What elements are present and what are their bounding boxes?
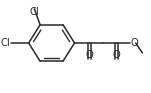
Text: Cl: Cl xyxy=(1,38,10,48)
Text: Cl: Cl xyxy=(29,7,39,17)
Text: O: O xyxy=(113,50,120,60)
Text: O: O xyxy=(86,50,94,60)
Text: O: O xyxy=(131,38,139,48)
